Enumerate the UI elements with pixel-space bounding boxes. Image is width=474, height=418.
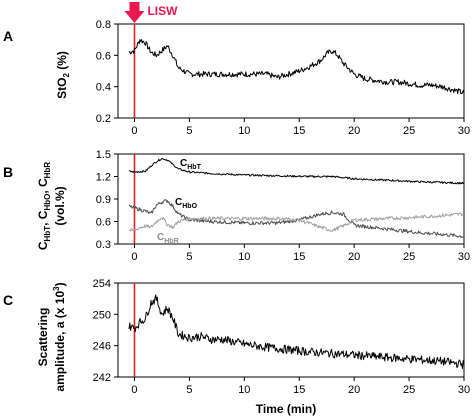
panel-b-ylabel-c1: C (36, 241, 50, 250)
x-tick-label: 25 (403, 125, 415, 137)
y-tick-label: 0.4 (96, 82, 111, 94)
annotation-chbt: CHbT (180, 158, 202, 171)
panel-c-ylabel-sup: 3 (52, 286, 61, 291)
x-tick-label: 15 (293, 125, 305, 137)
x-tick-label: 0 (131, 125, 137, 137)
y-tick-label: 0.2 (96, 113, 111, 125)
plot-layer: 0.2 0.4 0.6 0.8 0 5 10 15 20 25 30 0.3 0.6 0.9 1.2 1.5 0… (93, 19, 470, 396)
y-tick-label: 1.2 (96, 172, 111, 184)
y-tick-label: 1.5 (96, 149, 111, 161)
x-tick-label: 25 (403, 251, 415, 263)
y-tick-label: 254 (93, 278, 111, 290)
y-tick-label: 0.8 (96, 19, 111, 31)
series-line (128, 157, 465, 185)
annotation-chbt-sub: HbT (187, 164, 201, 171)
y-tick-label: 0.6 (96, 50, 111, 62)
x-tick-label: 20 (348, 384, 360, 396)
series-line (128, 294, 465, 369)
x-tick-label: 15 (293, 251, 305, 263)
panel-a-ylabel: StO2 (%) (55, 51, 71, 99)
x-tick-label: 10 (238, 251, 250, 263)
panel-c-ylabel-close: ) (53, 282, 67, 286)
x-tick-label: 20 (348, 251, 360, 263)
panel-b-ylabel-line2: (vol.%) (53, 186, 67, 225)
x-tick-label: 0 (131, 384, 137, 396)
panel-a-ylabel-end: (%) (55, 51, 69, 73)
lisw-label: LISW (147, 4, 178, 18)
panel-b-ylabel-hbr: HbR (43, 162, 52, 179)
x-tick-label: 20 (348, 125, 360, 137)
annotation-chbr-main: C (157, 232, 164, 243)
annotation-chbr-sub: HbR (164, 238, 178, 245)
x-tick-label: 30 (458, 251, 470, 263)
x-axis-label: Time (min) (256, 402, 316, 416)
x-tick-label: 15 (293, 384, 305, 396)
series-line (128, 199, 465, 238)
panel-b-ylabel-line1: CHbT, CHbO, CHbR (36, 162, 52, 250)
x-tick-label: 10 (238, 125, 250, 137)
y-tick-label: 0.6 (96, 217, 111, 229)
panel-letter-a: A (3, 28, 13, 44)
y-tick-label: 246 (93, 341, 111, 353)
plot-frame-a (117, 23, 465, 119)
y-tick-label: 250 (93, 309, 111, 321)
panel-b-ylabel-hbt: HbT (43, 226, 52, 242)
annotation-chbr: CHbR (157, 232, 179, 245)
x-tick-label: 0 (131, 251, 137, 263)
panel-letter-b: B (3, 164, 13, 180)
panel-c-ylabel-line1: Scattering (36, 308, 50, 367)
panel-b-ylabel-hbo: HbO (43, 194, 52, 211)
panel-letter-c: C (3, 292, 13, 308)
x-tick-label: 30 (458, 384, 470, 396)
x-tick-label: 30 (458, 125, 470, 137)
series-line (128, 39, 465, 95)
lisw-marker: LISW (124, 2, 178, 23)
x-tick-label: 5 (186, 125, 192, 137)
y-tick-label: 0.3 (96, 239, 111, 251)
panel-c-ylabel-main: amplitude, a (x 10 (53, 291, 67, 392)
series-line (128, 212, 465, 233)
panel-a-ylabel-main: StO (55, 78, 69, 99)
x-tick-label: 5 (186, 384, 192, 396)
x-tick-label: 10 (238, 384, 250, 396)
panel-b-ylabel-c2: , C (36, 210, 50, 226)
down-arrow-icon (124, 2, 145, 23)
annotation-chbt-main: C (180, 158, 187, 169)
y-tick-label: 0.9 (96, 194, 111, 206)
panel-c-ylabel-line2: amplitude, a (x 103) (52, 282, 67, 391)
panel-b-ylabel-c3: , C (36, 178, 50, 194)
x-tick-label: 5 (186, 251, 192, 263)
plot-frame-c (117, 282, 465, 378)
plot-frame-b (117, 153, 465, 245)
y-tick-label: 242 (93, 372, 111, 384)
panel-a-ylabel-sub: 2 (62, 73, 71, 78)
annotation-chbo-sub: HbO (182, 203, 197, 210)
x-tick-label: 25 (403, 384, 415, 396)
annotation-chbo-main: C (175, 197, 182, 208)
annotation-chbo: CHbO (175, 197, 198, 210)
